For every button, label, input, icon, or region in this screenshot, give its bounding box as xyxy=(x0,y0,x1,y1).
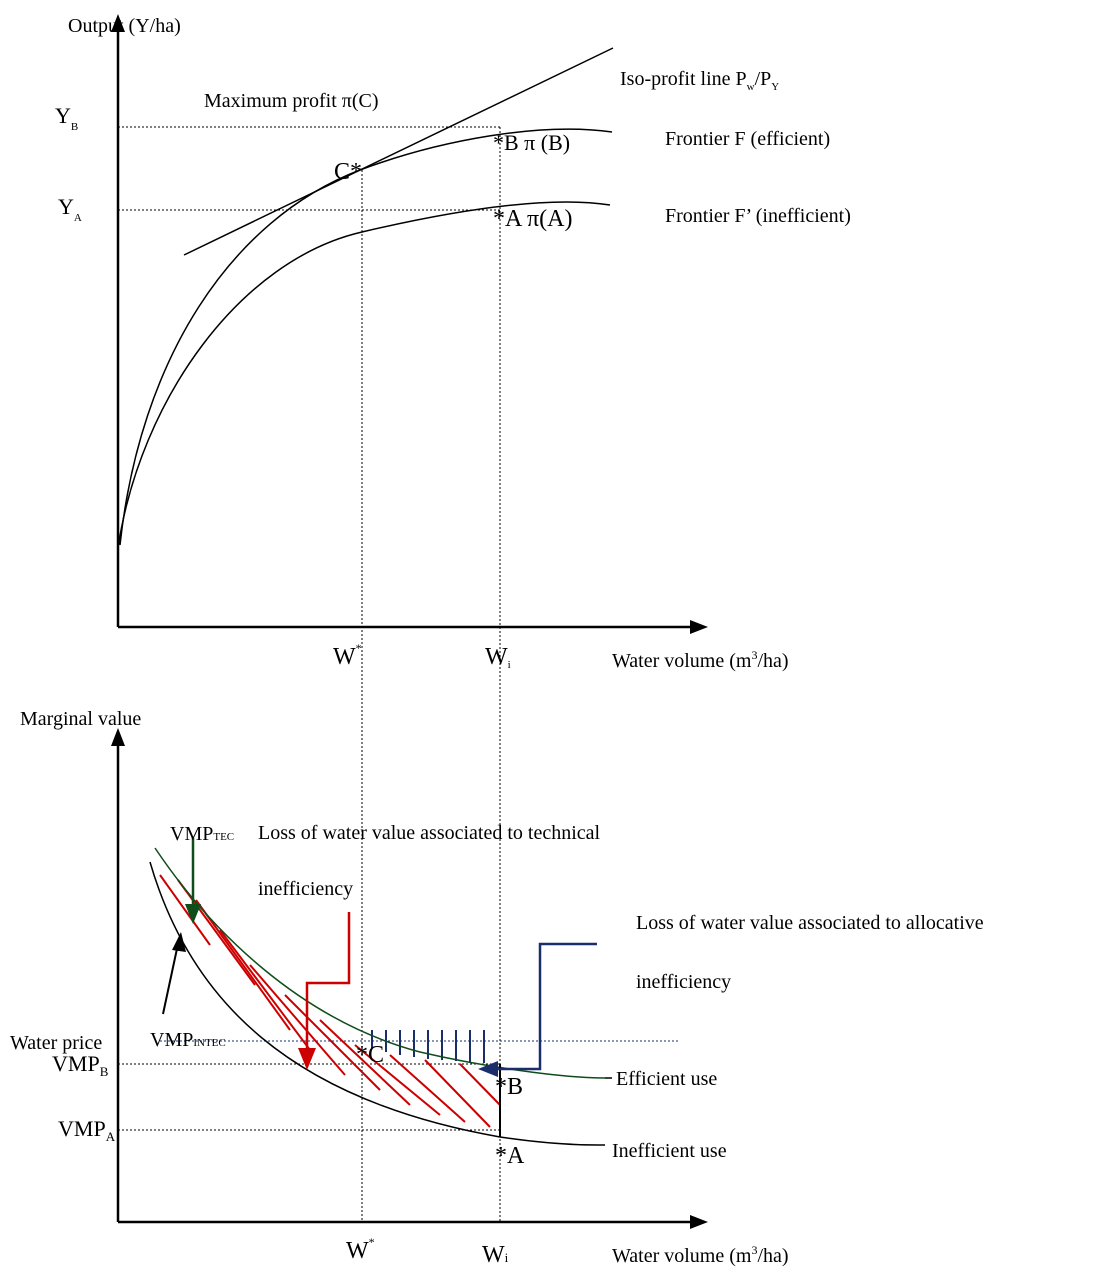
technical-loss-pointer xyxy=(298,912,351,1070)
inefficient-use-label: Inefficient use xyxy=(612,1140,727,1162)
vmp-tec-label: VMPTEC xyxy=(170,823,234,845)
technical-loss-hatch xyxy=(159,874,501,1128)
frontier-f-label: Frontier F (efficient) xyxy=(665,128,830,150)
allocative-loss-hatch xyxy=(371,1030,485,1063)
technical-loss-label-line1: Loss of water value associated to techni… xyxy=(258,822,601,844)
vmp-b-label: VMPB xyxy=(52,1051,109,1079)
vmp-intec-arrow xyxy=(162,932,186,1015)
down-arrow-icon-red xyxy=(298,1048,316,1070)
top-y-axis-label: Output (Y/ha) xyxy=(68,15,181,37)
max-profit-label: Maximum profit π(C) xyxy=(204,90,379,112)
up-arrow-icon xyxy=(172,932,186,952)
point-b-label: *B π (B) xyxy=(493,130,570,155)
bottom-y-axis-arrow-icon xyxy=(111,728,125,746)
point-a-bottom-label: *A xyxy=(495,1143,525,1169)
x-tick-wi-top: Wi xyxy=(485,644,511,671)
top-x-axis-label: Water volume (m3/ha) xyxy=(612,648,789,672)
isoprofit-label: Iso-profit line Pw/PY xyxy=(620,68,779,93)
y-tick-yb: YB xyxy=(55,103,78,133)
top-y-axis-arrow-icon xyxy=(111,14,125,32)
frontier-f-prime-label: Frontier F’ (inefficient) xyxy=(665,205,851,227)
vmp-a-label: VMPA xyxy=(58,1116,116,1144)
y-tick-ya: YA xyxy=(58,194,82,224)
x-tick-wi-bottom: Wi xyxy=(482,1242,509,1268)
top-x-axis-arrow-icon xyxy=(690,620,708,634)
frontier-f-curve xyxy=(119,128,613,546)
water-price-label: Water price xyxy=(10,1032,102,1054)
efficient-use-label: Efficient use xyxy=(616,1068,717,1090)
allocative-loss-label-line1: Loss of water value associated to alloca… xyxy=(636,912,984,934)
efficient-use-curve xyxy=(154,847,606,1079)
technical-loss-label-line2: inefficiency xyxy=(258,878,353,900)
x-tick-wstar-top: W* xyxy=(333,641,362,670)
point-b-bottom-label: *B xyxy=(495,1074,523,1100)
bottom-x-axis-label: Water volume (m3/ha) xyxy=(612,1243,789,1267)
vmp-tec-arrow xyxy=(185,838,201,924)
vmp-intec-label: VMPINTEC xyxy=(150,1029,226,1051)
allocative-loss-pointer xyxy=(478,942,597,1077)
x-tick-wstar-bottom: W* xyxy=(346,1235,375,1264)
down-arrow-icon xyxy=(185,904,201,924)
left-arrow-icon xyxy=(478,1061,498,1077)
bottom-panel: Marginal value VMPTEC Loss of water valu… xyxy=(10,708,984,1268)
frontier-f-prime-curve xyxy=(117,201,611,549)
top-panel: Output (Y/ha) YB YA Iso-profit line Pw/P… xyxy=(55,14,851,1222)
inefficient-use-curve xyxy=(149,861,599,1146)
point-c-bottom-label: *C xyxy=(356,1042,384,1068)
isoprofit-line xyxy=(183,47,614,256)
point-c-label: C* xyxy=(334,159,362,185)
bottom-x-axis-arrow-icon xyxy=(690,1215,708,1229)
point-a-label: *A π(A) xyxy=(493,206,572,232)
allocative-loss-label-line2: inefficiency xyxy=(636,971,731,993)
bottom-y-axis-label: Marginal value xyxy=(20,708,141,730)
